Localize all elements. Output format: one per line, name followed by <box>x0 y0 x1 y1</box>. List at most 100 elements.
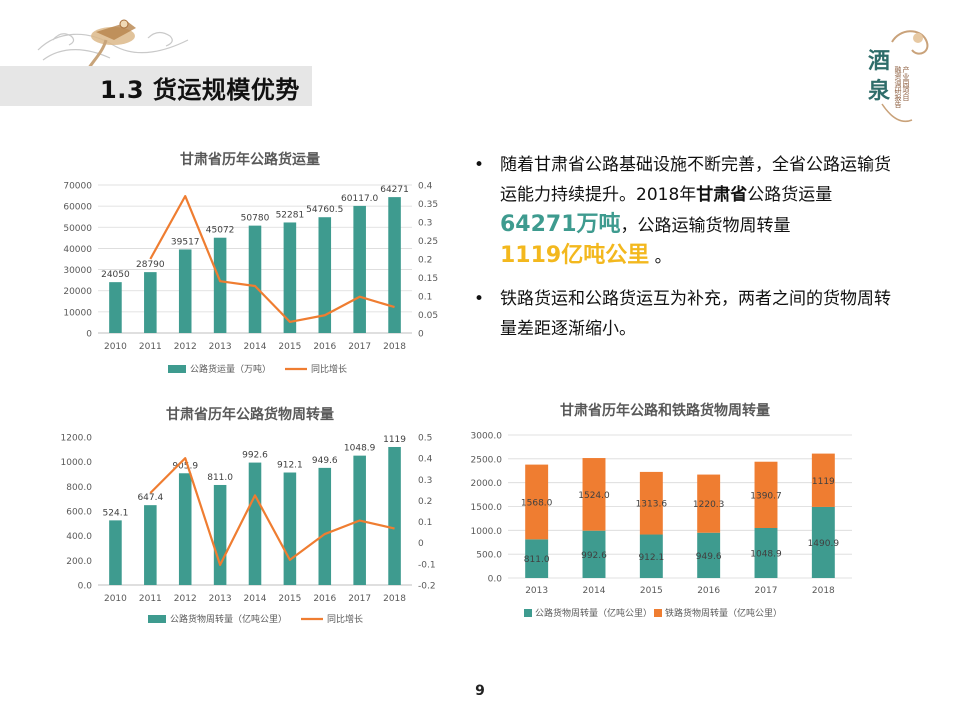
bullet-list: • 随着甘肃省公路基础设施不断完善，全省公路运输货运能力持续提升。2018年甘肃… <box>470 150 900 356</box>
stacked-bar-segment <box>525 464 549 540</box>
y-left-tick-label: 2000.0 <box>471 479 503 489</box>
bar-data-label: 54760.5 <box>306 205 343 215</box>
bar-data-label: 45072 <box>206 226 235 236</box>
stacked-bar-segment <box>811 453 835 507</box>
x-tick-label: 2018 <box>383 594 406 604</box>
stacked-bar-segment <box>639 534 663 578</box>
growth-line <box>149 457 395 567</box>
x-tick-label: 2016 <box>313 342 336 352</box>
bullet-item-2: • 铁路货运和公路货运互为补充，两者之间的货物周转量差距逐渐缩小。 <box>470 284 900 344</box>
bullet-1-text-a: 随着甘肃省公路基础设施不断完善，全省公路运输货运能力持续提升。2018年 <box>500 155 891 205</box>
y-left-tick-label: 30000 <box>63 266 92 276</box>
bar <box>248 462 262 585</box>
legend-label: 同比增长 <box>327 613 363 625</box>
bar-data-label: 39517 <box>171 237 200 247</box>
bar-data-label: 992.6 <box>242 451 268 461</box>
bar-data-label: 949.6 <box>696 552 722 562</box>
svg-text:酒: 酒 <box>868 48 890 74</box>
y-left-tick-label: 600.0 <box>66 508 92 518</box>
bar-data-label: 905.9 <box>172 461 198 471</box>
y-right-tick-label: -0.2 <box>418 582 436 592</box>
stacked-bar-segment <box>582 530 606 578</box>
y-right-tick-label: 0.4 <box>418 182 433 192</box>
page-number: 9 <box>475 683 485 699</box>
x-tick-label: 2014 <box>583 586 606 596</box>
y-right-tick-label: 0.5 <box>418 434 432 444</box>
bar <box>109 282 122 333</box>
y-left-tick-label: 400.0 <box>66 532 92 542</box>
svg-text:融资调研报告: 融资调研报告 <box>894 65 902 109</box>
y-left-tick-label: 70000 <box>63 182 92 192</box>
x-tick-label: 2016 <box>697 586 720 596</box>
y-right-tick-label: 0.3 <box>418 476 432 486</box>
bar <box>178 473 192 585</box>
y-left-tick-label: 3000.0 <box>471 432 503 442</box>
x-tick-label: 2010 <box>104 342 127 352</box>
bar <box>318 467 332 585</box>
stacked-bar-segment <box>525 539 549 578</box>
bar <box>213 237 227 333</box>
svg-text:产业园项目: 产业园项目 <box>902 65 910 102</box>
y-right-tick-label: 0.25 <box>418 237 438 247</box>
y-right-tick-label: 0 <box>418 539 424 549</box>
y-right-tick-label: 0.3 <box>418 219 432 229</box>
y-left-tick-label: 0.0 <box>78 582 93 592</box>
y-left-tick-label: 200.0 <box>66 557 92 567</box>
legend-label: 同比增长 <box>311 363 347 375</box>
bar-data-label: 811.0 <box>207 473 233 483</box>
highlight-freight-volume: 64271万吨 <box>500 212 621 237</box>
bar-data-label: 647.4 <box>137 493 163 503</box>
bar-data-label: 50780 <box>241 214 270 224</box>
bar <box>178 249 192 333</box>
bar <box>388 446 401 585</box>
x-tick-label: 2011 <box>139 342 162 352</box>
bar-data-label: 52281 <box>276 210 305 220</box>
legend-label: 公路货物周转量（亿吨公里） <box>170 613 287 625</box>
x-tick-label: 2014 <box>244 594 267 604</box>
chart-freight-volume-svg: 甘肃省历年公路货运量 0 10000 20000 30000 40000 50000 6000… <box>63 151 438 375</box>
y-right-tick-label: 0.35 <box>418 200 438 210</box>
y-left-tick-label: 800.0 <box>66 483 92 493</box>
bullet-1-text-b: 公路货运量 <box>747 185 833 205</box>
bullet-item-1: • 随着甘肃省公路基础设施不断完善，全省公路运输货运能力持续提升。2018年甘肃… <box>470 150 900 272</box>
highlight-freight-turnover: 1119亿吨公里 <box>500 243 650 268</box>
bar-data-label: 1524.0 <box>578 491 610 501</box>
x-tick-label: 2017 <box>348 342 371 352</box>
chart-title: 甘肃省历年公路和铁路货物周转量 <box>560 402 770 419</box>
bar <box>144 505 157 585</box>
bar-data-label: 1313.6 <box>636 500 668 510</box>
x-tick-label: 2015 <box>640 586 663 596</box>
legend-label: 公路货物周转量（亿吨公里） <box>535 607 652 619</box>
bar-data-label: 1048.9 <box>750 550 782 560</box>
y-right-tick-label: 0.2 <box>418 497 432 507</box>
y-right-tick-label: 0 <box>418 330 424 340</box>
x-tick-label: 2014 <box>244 342 267 352</box>
stacked-bar-segment <box>811 506 835 578</box>
bar <box>144 272 157 333</box>
y-left-tick-label: 60000 <box>63 203 92 213</box>
chart-title: 甘肃省历年公路货物周转量 <box>166 406 334 423</box>
y-left-tick-label: 20000 <box>63 287 92 297</box>
bar-data-label: 912.1 <box>638 553 664 563</box>
x-tick-label: 2018 <box>383 342 406 352</box>
header-decoration <box>37 19 189 81</box>
legend-swatch-bar <box>148 615 166 623</box>
y-right-tick-label: 0.1 <box>418 518 432 528</box>
y-right-tick-label: -0.1 <box>418 560 436 570</box>
bar-data-label: 1568.0 <box>521 498 553 508</box>
x-tick-label: 2010 <box>104 594 127 604</box>
x-tick-label: 2015 <box>278 594 301 604</box>
y-left-tick-label: 1000.0 <box>471 527 503 537</box>
chart-title: 甘肃省历年公路货运量 <box>180 151 320 168</box>
bar-data-label: 24050 <box>101 270 130 280</box>
y-right-tick-label: 0.4 <box>418 455 433 465</box>
bullet-1-text-c: ，公路运输货物周转量 <box>620 216 791 236</box>
stacked-bar-segment <box>582 458 606 531</box>
legend-swatch-bar <box>168 365 186 373</box>
x-tick-label: 2013 <box>525 586 548 596</box>
bar <box>213 484 227 585</box>
growth-line <box>149 194 395 323</box>
y-left-tick-label: 2500.0 <box>471 455 503 465</box>
y-left-tick-label: 50000 <box>63 224 92 234</box>
x-tick-label: 2017 <box>348 594 371 604</box>
